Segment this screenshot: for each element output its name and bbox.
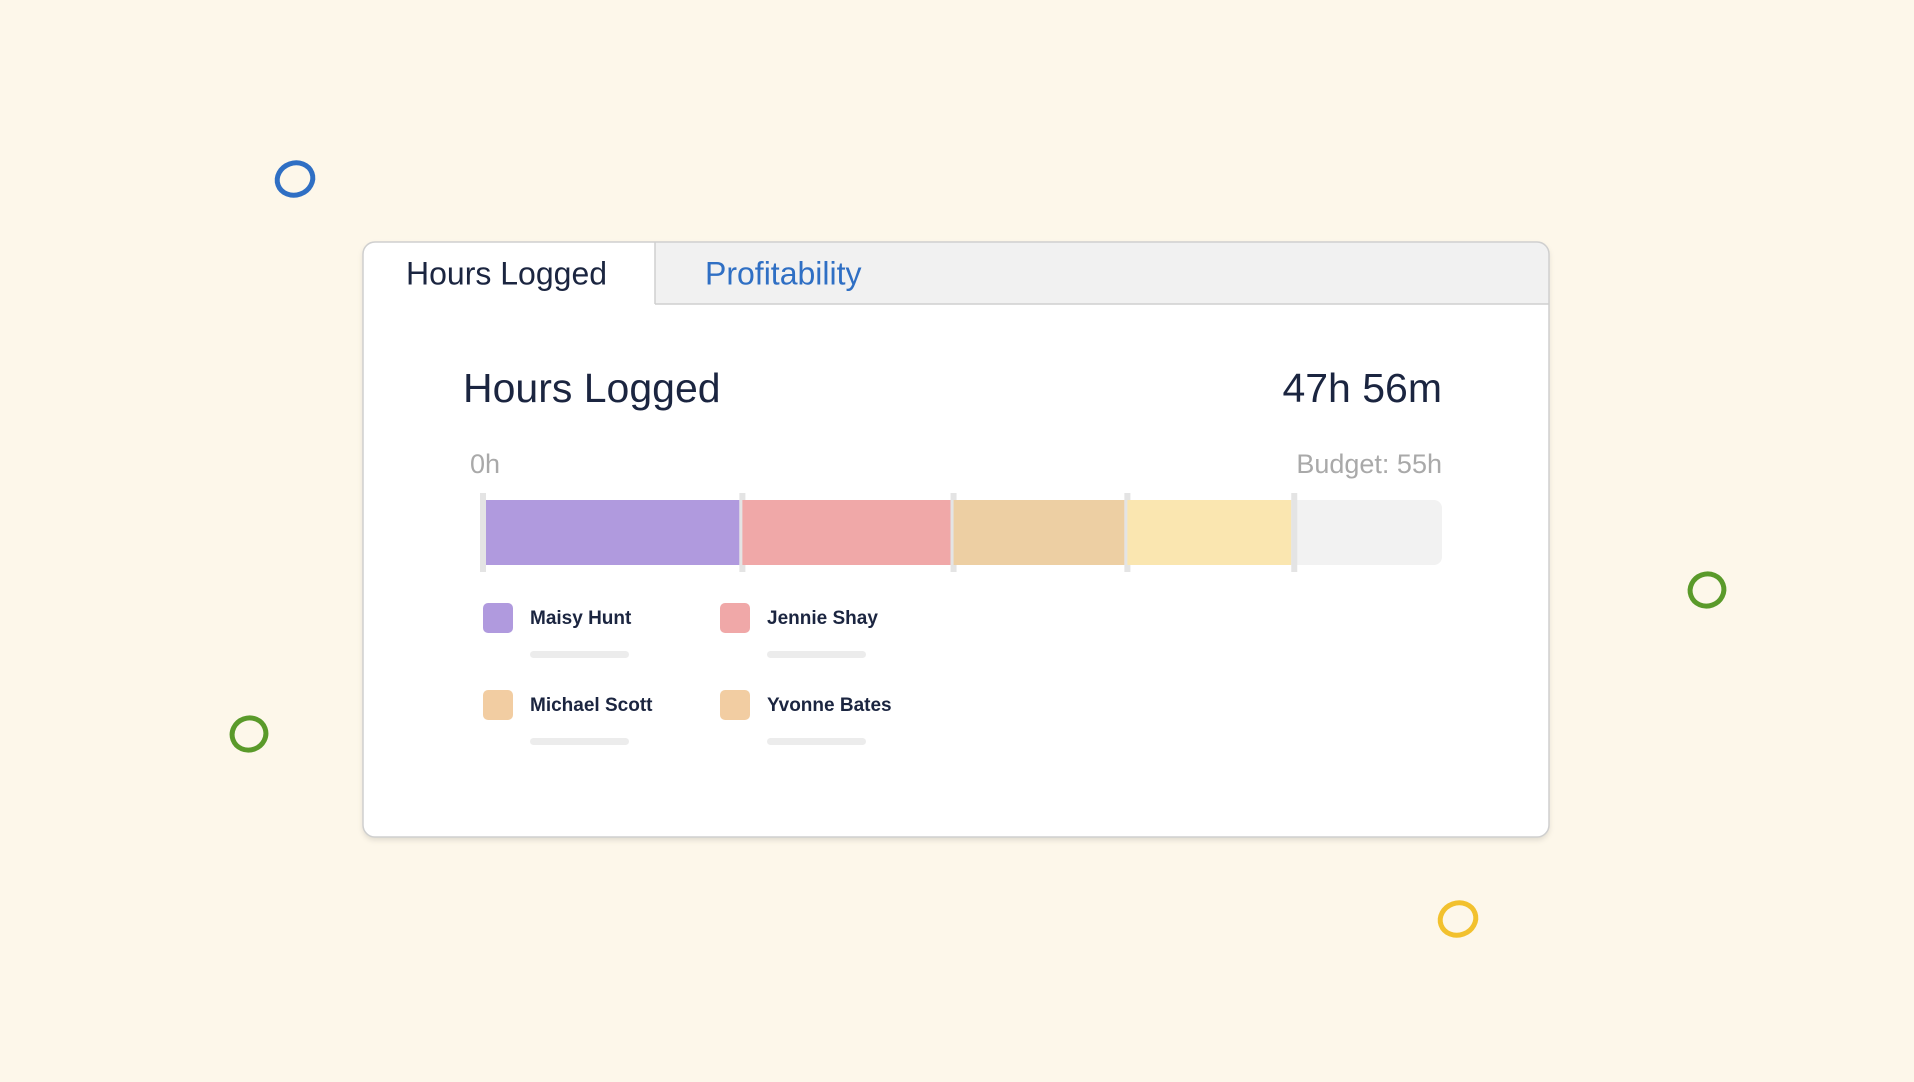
decor-circle xyxy=(229,715,269,753)
legend-placeholder xyxy=(767,738,866,745)
bar-segment xyxy=(1127,500,1292,565)
decor-circle xyxy=(274,160,316,198)
bar-segment xyxy=(953,500,1125,565)
legend-swatch xyxy=(483,690,513,720)
tab-label[interactable]: Hours Logged xyxy=(406,255,607,291)
legend-label: Jennie Shay xyxy=(767,608,878,629)
bar-segment xyxy=(486,500,740,565)
card-border xyxy=(362,241,1550,838)
legend-placeholder xyxy=(530,738,629,745)
legend-label: Maisy Hunt xyxy=(530,608,632,629)
bar-segment xyxy=(742,500,951,565)
legend-swatch xyxy=(483,603,513,633)
active-tab[interactable] xyxy=(363,242,655,305)
total-hours: 47h 56m xyxy=(1282,365,1442,411)
legend-label: Michael Scott xyxy=(530,695,653,716)
decor-circle xyxy=(1437,900,1479,938)
legend-label: Yvonne Bates xyxy=(767,695,892,716)
legend-swatch xyxy=(720,603,750,633)
decor-circle xyxy=(1687,571,1727,609)
axis-label: Budget: 55h xyxy=(1296,449,1442,479)
legend-placeholder xyxy=(767,651,866,658)
panel-title: Hours Logged xyxy=(463,365,721,411)
legend-placeholder xyxy=(530,651,629,658)
legend-swatch xyxy=(720,690,750,720)
tab-label[interactable]: Profitability xyxy=(705,255,862,291)
axis-label: 0h xyxy=(470,449,500,479)
